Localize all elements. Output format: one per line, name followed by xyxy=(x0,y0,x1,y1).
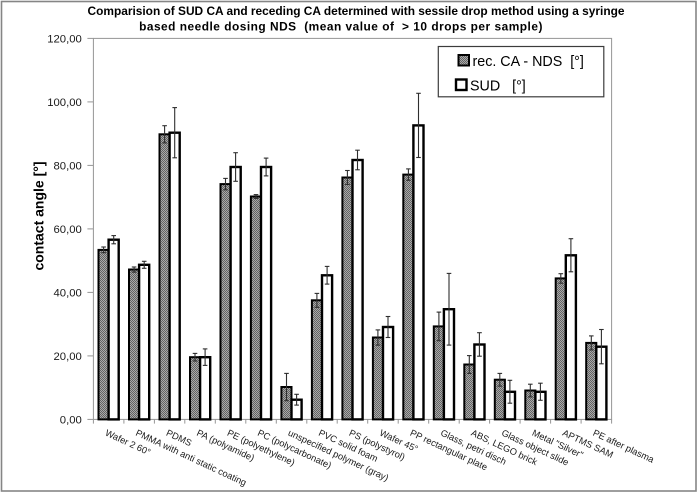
svg-text:20,00: 20,00 xyxy=(54,351,82,363)
svg-text:100,00: 100,00 xyxy=(47,97,82,109)
svg-text:Comparision of SUD CA and rece: Comparision of SUD CA and receding CA de… xyxy=(88,4,625,18)
svg-text:SUD [°]: SUD [°] xyxy=(470,78,526,94)
svg-text:120,00: 120,00 xyxy=(47,34,82,46)
svg-text:contact angle [°]: contact angle [°] xyxy=(31,161,47,270)
svg-text:40,00: 40,00 xyxy=(54,288,82,300)
svg-text:rec. CA - NDS [°]: rec. CA - NDS [°] xyxy=(473,54,584,70)
svg-text:80,00: 80,00 xyxy=(54,161,82,173)
svg-text:60,00: 60,00 xyxy=(54,224,82,236)
svg-text:based needle dosing NDS (mean: based needle dosing NDS (mean value of >… xyxy=(139,20,543,34)
svg-text:0,00: 0,00 xyxy=(60,415,82,427)
